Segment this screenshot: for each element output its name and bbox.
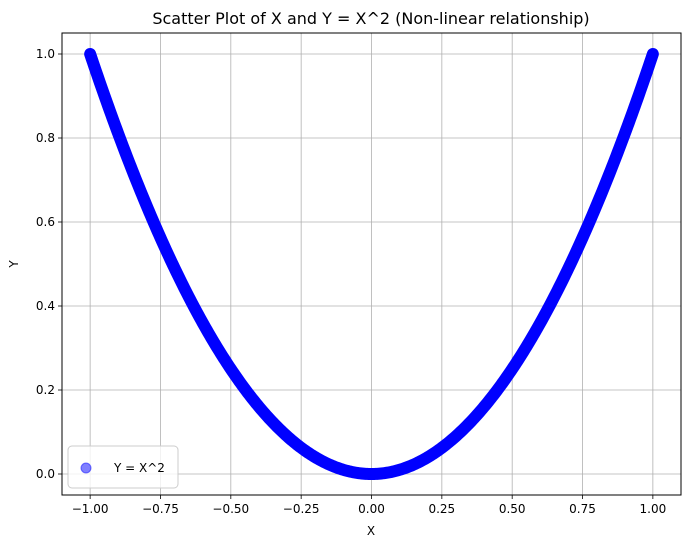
data-point	[126, 165, 138, 177]
data-point	[309, 451, 321, 463]
data-point	[267, 417, 279, 429]
data-point	[577, 232, 589, 244]
data-point	[197, 317, 209, 329]
data-point	[295, 442, 307, 454]
data-point	[112, 128, 124, 140]
y-tick-label: 1.0	[36, 47, 55, 61]
data-point	[450, 430, 462, 442]
data-point	[211, 341, 223, 353]
data-point	[183, 291, 195, 303]
x-tick-label: −0.75	[142, 502, 179, 516]
y-tick-label: 0.4	[36, 299, 55, 313]
x-axis-label: X	[367, 524, 375, 538]
data-point	[548, 291, 560, 303]
y-axis-label: Y	[7, 260, 21, 269]
x-tick-label: 0.00	[358, 502, 385, 516]
data-points	[84, 48, 659, 480]
data-point	[534, 317, 546, 329]
x-tick-label: 1.00	[640, 502, 667, 516]
data-point	[605, 165, 617, 177]
y-tick-label: 0.6	[36, 215, 55, 229]
data-point	[408, 459, 420, 471]
data-point	[366, 468, 377, 480]
x-axis-ticks: −1.00 −0.75 −0.50 −0.25 0.00 0.25 0.50 0.75 1.00	[72, 495, 666, 516]
data-point	[323, 459, 335, 471]
legend-label: Y = X^2	[113, 461, 165, 475]
x-tick-label: −0.25	[283, 502, 320, 516]
data-point	[422, 451, 434, 463]
data-point	[619, 128, 631, 140]
data-point	[337, 464, 349, 476]
y-tick-label: 0.2	[36, 383, 55, 397]
y-tick-label: 0.0	[36, 467, 55, 481]
data-point	[591, 199, 603, 211]
y-axis-ticks: 0.0 0.2 0.4 0.6 0.8 1.0	[36, 47, 62, 481]
x-tick-label: 0.50	[499, 502, 526, 516]
data-point	[520, 341, 532, 353]
data-point	[633, 89, 645, 101]
data-point	[225, 363, 237, 375]
data-point	[84, 48, 96, 60]
data-point	[394, 464, 406, 476]
data-point	[647, 48, 659, 60]
data-point	[239, 383, 251, 395]
data-point	[169, 262, 181, 274]
data-point	[506, 363, 518, 375]
legend-box	[67, 445, 179, 489]
data-point	[464, 417, 476, 429]
data-point	[154, 232, 166, 244]
data-point	[253, 401, 265, 413]
data-point	[98, 89, 110, 101]
data-point	[478, 401, 490, 413]
data-point	[562, 262, 574, 274]
data-point	[281, 430, 293, 442]
chart-title: Scatter Plot of X and Y = X^2 (Non-linea…	[152, 9, 589, 28]
x-tick-label: −0.50	[212, 502, 249, 516]
data-point	[351, 467, 363, 479]
data-point	[492, 383, 504, 395]
x-tick-label: 0.75	[569, 502, 596, 516]
legend-marker	[80, 462, 92, 474]
x-tick-label: 0.25	[428, 502, 455, 516]
grid	[62, 33, 681, 495]
legend: Y = X^2	[67, 445, 179, 489]
x-tick-label: −1.00	[72, 502, 109, 516]
data-point	[140, 199, 152, 211]
data-point	[380, 467, 392, 479]
y-tick-label: 0.8	[36, 131, 55, 145]
data-point	[436, 442, 448, 454]
